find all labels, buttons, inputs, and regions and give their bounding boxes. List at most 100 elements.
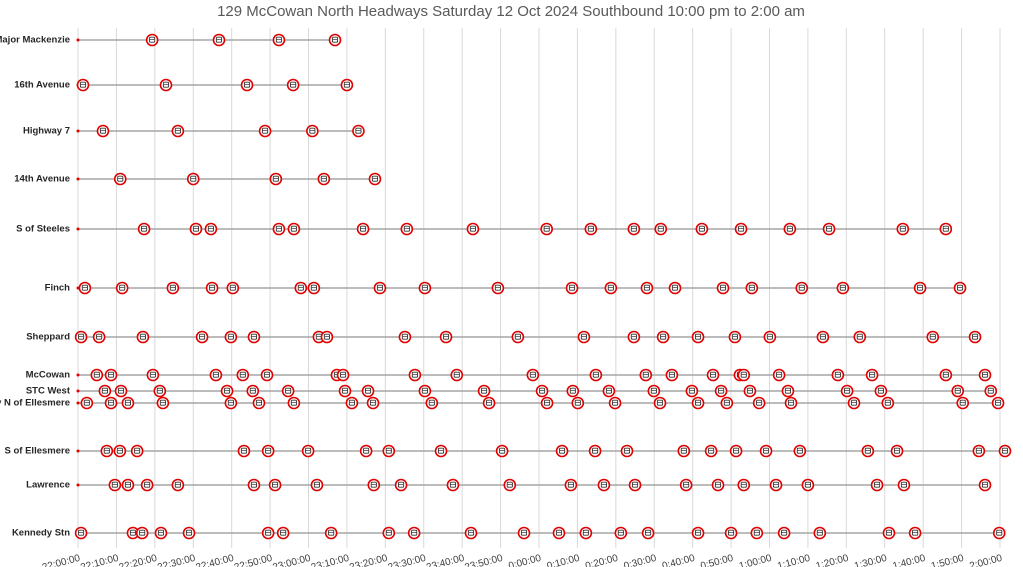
bus-icon (650, 387, 657, 394)
marker-ring (552, 526, 566, 540)
marker-ring (752, 396, 766, 410)
marker-ring (272, 222, 286, 236)
marker-ring (220, 384, 234, 398)
marker-ring (195, 330, 209, 344)
bus-marker (653, 396, 667, 410)
marker-ring (113, 444, 127, 458)
bus-marker (861, 444, 875, 458)
bus-icon (850, 399, 858, 406)
stop-label: S of Major Mackenzie (0, 35, 70, 46)
bus-icon (884, 399, 891, 406)
bus-marker (777, 526, 791, 540)
bus-marker (517, 526, 531, 540)
x-tick-label: 22:30:00 (156, 553, 197, 567)
bus-marker (793, 444, 807, 458)
bus-icon (96, 333, 103, 340)
bus-icon (954, 387, 961, 394)
row-start (76, 389, 80, 393)
x-tick-label: 1:40:00 (892, 553, 927, 567)
bus-icon (776, 371, 783, 378)
marker-ring (182, 526, 196, 540)
bus-marker (769, 478, 783, 492)
bus-icon (975, 447, 982, 454)
marker-ring (939, 222, 953, 236)
bus-icon (917, 284, 924, 291)
marker-ring (260, 368, 274, 382)
bus-icon (656, 399, 664, 406)
bus-icon (592, 447, 599, 454)
bus-icon (117, 175, 124, 182)
x-tick-label: 23:20:00 (348, 553, 389, 567)
bus-icon (320, 175, 327, 182)
bus-marker (80, 396, 94, 410)
marker-ring (92, 330, 106, 344)
bus-marker (535, 384, 549, 398)
x-tick-label: 1:00:00 (738, 553, 773, 567)
bus-marker (998, 444, 1012, 458)
bus-marker (182, 526, 196, 540)
bus-marker (212, 33, 226, 47)
bus-marker (685, 384, 699, 398)
chart-title: 129 McCowan North Headways Saturday 12 O… (217, 3, 805, 20)
bus-marker (565, 281, 579, 295)
marker-ring (247, 330, 261, 344)
bus-icon (766, 333, 773, 340)
marker-ring (418, 281, 432, 295)
bus-marker (956, 396, 970, 410)
marker-ring (881, 396, 895, 410)
bus-marker (602, 384, 616, 398)
bus-marker (579, 526, 593, 540)
marker-ring (121, 478, 135, 492)
x-tick-label: 1:10:00 (776, 553, 811, 567)
bus-marker (926, 330, 940, 344)
bus-icon (642, 371, 649, 378)
marker-ring (78, 281, 92, 295)
bus-marker (373, 281, 387, 295)
bus-icon (243, 81, 251, 88)
marker-ring (728, 330, 742, 344)
bus-icon (78, 333, 85, 340)
marker-ring (115, 281, 129, 295)
bus-icon (290, 399, 297, 406)
bus-icon (899, 225, 906, 232)
bus-marker (656, 330, 670, 344)
bus-icon (290, 225, 297, 232)
bus-icon (645, 529, 652, 536)
bus-icon (227, 333, 234, 340)
bus-icon (139, 333, 146, 340)
bus-marker (540, 222, 553, 236)
marker-ring (247, 478, 261, 492)
bus-marker (679, 478, 693, 492)
marker-ring (394, 478, 408, 492)
bus-icon (514, 333, 521, 340)
bus-icon (162, 81, 170, 88)
bus-icon (694, 399, 702, 406)
marker-ring (246, 384, 260, 398)
bus-marker (691, 330, 705, 344)
bus-marker (628, 478, 642, 492)
stop-label: S of Ellesmere (5, 446, 70, 457)
marker-ring (130, 444, 144, 458)
x-tick-label: 0:40:00 (661, 553, 696, 567)
bus-marker (130, 444, 144, 458)
bus-marker (737, 478, 751, 492)
bus-icon (781, 529, 788, 536)
stop-label: STC West (26, 386, 71, 397)
bus-icon (263, 371, 271, 378)
bus-icon (250, 481, 257, 488)
bus-marker (968, 330, 982, 344)
bus-marker (382, 526, 396, 540)
bus-marker (552, 526, 566, 540)
bus-icon (668, 371, 675, 378)
row-start (76, 38, 80, 42)
bus-icon (719, 284, 727, 291)
marker-ring (729, 444, 743, 458)
bus-marker (240, 78, 254, 92)
bus-marker (90, 368, 104, 382)
bus-icon (174, 127, 181, 134)
marker-ring (763, 330, 777, 344)
marker-ring (407, 526, 421, 540)
marker-ring (870, 478, 884, 492)
marker-ring (495, 444, 509, 458)
bus-icon (559, 447, 566, 454)
